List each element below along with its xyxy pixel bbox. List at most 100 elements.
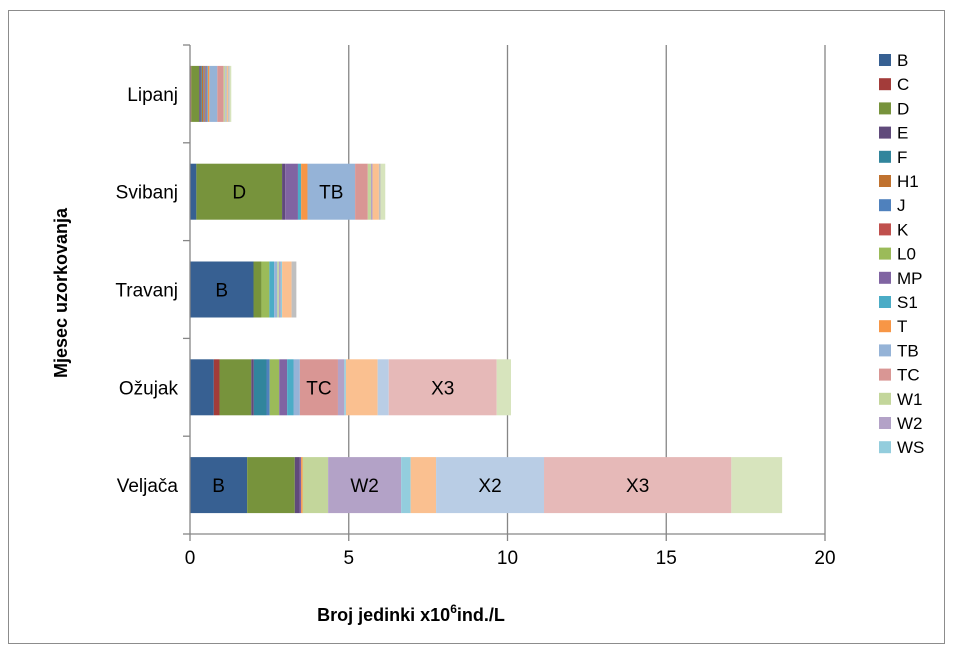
bar-veljaca-x3 [544,457,732,514]
bar-svibanj-mp [285,163,298,220]
legend-label-f: F [897,148,907,167]
bar-veljaca-ws [401,457,411,514]
bar-ozujak-s1 [287,359,294,416]
gridlines [348,45,826,534]
y-category-label-lipanj: Lipanj [127,85,178,106]
segment-label-veljaca-b: B [212,476,225,497]
legend-swatch-l0 [879,247,891,260]
bar-ozujak-x2 [377,359,389,416]
bar-ozujak-b [190,359,214,416]
axes [183,44,826,541]
bar-veljaca-d [247,457,295,514]
legend-label-c: C [897,75,909,94]
bar-lipanj-series-17 [226,65,229,122]
legend-label-h1: H1 [897,172,919,191]
bar-svibanj-e [282,163,286,220]
stacked-bar-chart: 0 5 10 15 20 Veljača Ožujak Travanj Svibanj Lipa… [51,44,924,625]
legend-swatch-d [879,102,891,115]
x-tick-label-0: 0 [185,548,196,569]
bar-lipanj-series-21 [229,65,232,122]
legend-swatch-f [879,150,891,163]
bar-ozujak-j [266,359,270,416]
x-tick-label-15: 15 [656,548,677,569]
bar-svibanj-tc [355,163,368,220]
segment-label-veljaca-x2: X2 [478,476,501,497]
bar-lipanj-h1 [201,65,204,122]
bar-travanj-series-18 [291,261,297,318]
y-category-labels: Veljača Ožujak Travanj Svibanj Lipanj [115,85,178,497]
bar-svibanj-series-18 [378,163,381,220]
bar-lipanj-d [191,65,200,122]
bar-svibanj-series-17 [372,163,379,220]
bar-lipanj-ws [225,65,227,122]
bar-ozujak-series-17 [345,359,378,416]
x-tick-label-5: 5 [343,548,354,569]
bar-travanj-tb [274,261,278,318]
legend-label-s1: S1 [897,293,918,312]
bar-svibanj-w2 [370,163,373,220]
bar-lipanj-w2 [225,65,226,122]
segment-labels: B W2 X2 X3 TC X3 B D TB [212,183,649,497]
bar-ozujak-c [213,359,220,416]
bar-ozujak-w2 [337,359,345,416]
chart-frame: 0 5 10 15 20 Veljača Ožujak Travanj Svibanj Lipa… [8,10,945,644]
legend-label-d: D [897,99,909,118]
legend-swatch-h1 [879,175,891,187]
bar-veljaca-e [294,457,300,514]
bar-veljaca-b [190,457,248,514]
bar-travanj-l0 [261,261,270,318]
bar-svibanj-d [196,163,283,220]
legend-swatch-ws [879,441,891,454]
legend-swatch-c [879,78,891,91]
legend-swatch-tc [879,368,891,381]
bar-veljaca-w1 [302,457,329,514]
bar-lipanj-t [207,65,210,122]
y-axis-title: Mjesec uzorkovanja [51,207,71,378]
bar-ozujak-x3 [388,359,497,416]
legend-label-e: E [897,124,908,143]
legend-label-b: B [897,51,908,70]
legend-swatch-tb [879,344,891,357]
legend-label-w2: W2 [897,414,923,433]
legend-label-tc: TC [897,366,920,385]
x-tick-label-20: 20 [814,548,835,569]
bar-ozujak-l0 [269,359,280,416]
bar-ozujak-mp [279,359,288,416]
bar-lipanj-series-18 [228,65,230,122]
bar-lipanj-w1 [223,65,226,122]
bar-svibanj-t [301,163,308,220]
segment-label-veljaca-w2: W2 [350,476,379,497]
bar-veljaca-mp [299,457,302,514]
legend-label-k: K [897,220,909,239]
bar-lipanj-l0 [204,65,206,122]
legend-swatch-t [879,320,891,333]
bar-lipanj-f [200,65,202,122]
legend-label-l0: L0 [897,245,916,264]
bar-travanj-w2 [278,261,281,318]
bar-ozujak-e [251,359,254,416]
bar-svibanj-s1 [297,163,302,220]
bar-lipanj-j [203,65,204,122]
bar-lipanj-e [199,65,201,122]
segment-label-veljaca-x3: X3 [626,476,649,497]
bar-travanj-series-17 [282,261,292,318]
bar-travanj-b [190,261,254,318]
bar-ozujak-series-21 [496,359,511,416]
bar-svibanj-tb [307,163,356,220]
legend-label-tb: TB [897,341,919,360]
x-tick-labels: 0 5 10 15 20 [185,548,836,569]
bar-veljaca-series-21 [731,457,783,514]
bar-veljaca-w2 [328,457,402,514]
bar-lipanj-s1 [206,65,208,122]
bar-lipanj-mp [205,65,207,122]
segment-label-svibanj-tb: TB [319,183,343,204]
bar-svibanj-b [190,163,197,220]
legend-swatch-w1 [879,392,891,405]
legend-swatch-k [879,223,891,236]
x-axis-title: Broj jedinki x106ind./L [317,602,505,625]
legend-label-w1: W1 [897,390,923,409]
legend-swatch-w2 [879,417,891,429]
x-tick-label-10: 10 [497,548,518,569]
bar-ozujak-tb [293,359,300,416]
